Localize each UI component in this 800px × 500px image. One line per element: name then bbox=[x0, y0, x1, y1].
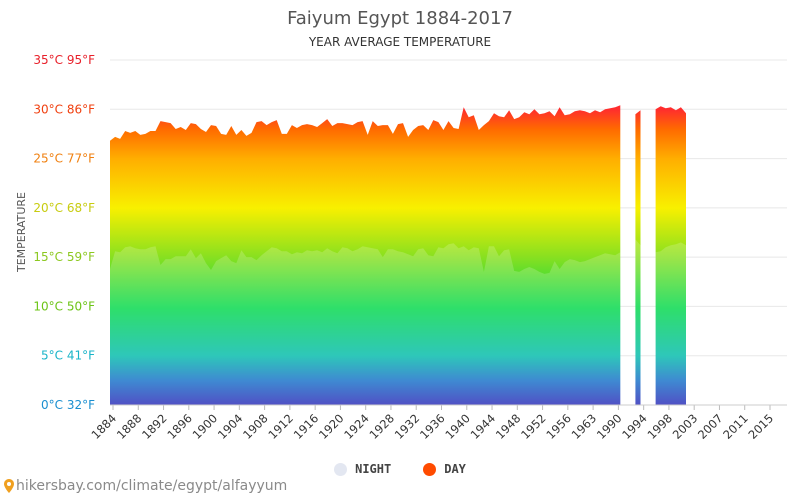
y-tick-label: 30°C 86°F bbox=[33, 102, 95, 116]
y-axis-label: TEMPERATURE bbox=[15, 192, 28, 273]
legend-item-night[interactable]: NIGHT bbox=[334, 462, 391, 476]
x-tick-label: 2003 bbox=[670, 411, 701, 442]
x-tick-label: 1990 bbox=[594, 411, 625, 442]
chart-title: Faiyum Egypt 1884-2017 bbox=[287, 8, 513, 29]
series-day bbox=[110, 105, 686, 406]
y-axis-ticks: 0°C 32°F 5°C 41°F 10°C 50°F 15°C 59°F 20°C 6… bbox=[33, 53, 95, 412]
x-tick-label: 1940 bbox=[442, 411, 473, 442]
x-tick-label: 1924 bbox=[341, 411, 372, 442]
series-day-area bbox=[655, 106, 686, 406]
y-tick-label: 0°C 32°F bbox=[41, 398, 95, 412]
x-tick-label: 1920 bbox=[316, 411, 347, 442]
x-tick-label: 1998 bbox=[644, 411, 675, 442]
x-tick-label: 1994 bbox=[619, 411, 650, 442]
x-tick-label: 1963 bbox=[569, 411, 600, 442]
x-tick-label: 1904 bbox=[215, 411, 246, 442]
x-tick-label: 1908 bbox=[240, 411, 271, 442]
legend-night-label: NIGHT bbox=[355, 462, 392, 476]
plot-areas bbox=[110, 105, 686, 406]
series-night-area bbox=[110, 243, 621, 405]
series-night bbox=[110, 239, 686, 405]
x-tick-label: 1928 bbox=[366, 411, 397, 442]
x-tick-label: 2011 bbox=[720, 411, 751, 442]
map-pin-icon bbox=[4, 479, 14, 493]
y-tick-label: 10°C 50°F bbox=[33, 299, 95, 313]
y-tick-label: 15°C 59°F bbox=[33, 250, 95, 264]
series-day-area bbox=[635, 110, 641, 406]
y-tick-label: 25°C 77°F bbox=[33, 152, 95, 166]
x-tick-label: 2007 bbox=[695, 411, 726, 442]
x-tick-label: 1896 bbox=[164, 411, 195, 442]
x-axis-ticks: 1884188818921896190019041908191219161920… bbox=[89, 404, 787, 442]
x-tick-label: 1956 bbox=[543, 411, 574, 442]
y-tick-label: 20°C 68°F bbox=[33, 201, 95, 215]
day-legend-dot bbox=[423, 462, 437, 476]
legend-item-day[interactable]: DAY bbox=[423, 462, 466, 476]
x-tick-label: 1912 bbox=[265, 411, 296, 442]
source-link[interactable]: hikersbay.com/climate/egypt/alfayyum bbox=[4, 478, 287, 494]
x-tick-label: 1884 bbox=[89, 411, 120, 442]
x-tick-label: 1952 bbox=[518, 411, 549, 442]
series-day-area bbox=[110, 105, 621, 406]
x-tick-label: 1888 bbox=[114, 411, 145, 442]
x-tick-label: 1936 bbox=[417, 411, 448, 442]
legend: NIGHT DAY bbox=[0, 462, 800, 476]
x-tick-label: 1932 bbox=[392, 411, 423, 442]
chart-subtitle: YEAR AVERAGE TEMPERATURE bbox=[308, 35, 492, 49]
y-tick-label: 5°C 41°F bbox=[41, 349, 95, 363]
x-tick-label: 1916 bbox=[291, 411, 322, 442]
x-tick-label: 1900 bbox=[190, 411, 221, 442]
y-tick-label: 35°C 95°F bbox=[33, 53, 95, 67]
source-text: hikersbay.com/climate/egypt/alfayyum bbox=[16, 478, 288, 494]
series-night-area bbox=[655, 242, 686, 405]
x-tick-label: 1944 bbox=[468, 411, 499, 442]
x-tick-label: 1948 bbox=[493, 411, 524, 442]
x-tick-label: 2015 bbox=[746, 411, 777, 442]
series-night-area bbox=[635, 239, 641, 405]
legend-day-label: DAY bbox=[444, 462, 466, 476]
night-legend-dot bbox=[334, 462, 348, 476]
x-tick-label: 1892 bbox=[139, 411, 170, 442]
